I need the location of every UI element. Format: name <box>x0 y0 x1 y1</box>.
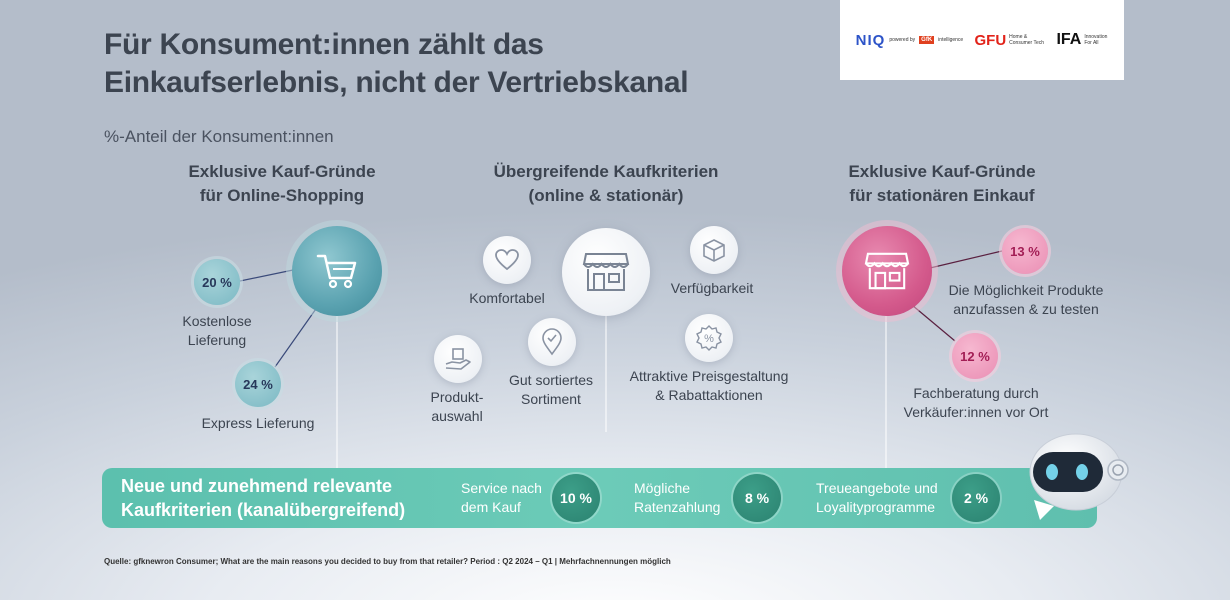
title-line-1: Für Konsument:innen zählt das <box>104 28 544 61</box>
label-line: Lieferung <box>187 332 247 348</box>
banner-label-service: Service nach dem Kauf <box>461 479 556 517</box>
label-line: Produkt- <box>430 389 484 405</box>
availability-circle <box>690 226 738 274</box>
label-consultation: Fachberatung durch Verkäufer:innen vor O… <box>894 384 1058 422</box>
label-product-choice: Produkt- auswahl <box>410 388 504 426</box>
robot-icon <box>1029 433 1129 520</box>
store-heading-line-2: für stationären Einkauf <box>849 186 1035 205</box>
label-comfort: Komfortabel <box>469 290 545 306</box>
label-line: Verkäufer:innen vor Ort <box>903 404 1049 420</box>
banner-label-installments: Mögliche Ratenzahlung <box>634 479 734 517</box>
online-cart-circle <box>292 226 382 316</box>
hand-box-icon <box>445 348 471 370</box>
online-heading-line-2: für Online-Shopping <box>199 186 365 205</box>
label-line: Gut sortiertes <box>508 372 594 388</box>
heart-icon <box>495 249 519 271</box>
assortment-circle <box>528 318 576 366</box>
common-store-circle <box>562 228 650 316</box>
store-value-badge: 13 % <box>1002 228 1048 274</box>
store-heading: Exklusive Kauf-Gründe für stationären Ei… <box>812 160 1072 208</box>
label-line: auswahl <box>431 408 483 424</box>
banner-title-line-1: Neue und zunehmend relevante <box>121 476 393 496</box>
label-assortment: Gut sortiertes Sortiment <box>486 371 616 409</box>
niq-logo-text: NIQ <box>855 31 886 49</box>
logo-bar: NIQ powered by GfK intelligence GFU Home… <box>840 0 1124 80</box>
box-icon <box>703 239 725 262</box>
online-value-badge: 24 % <box>235 361 281 407</box>
ifa-logo: IFA Innovation For All <box>1056 31 1108 49</box>
label-line: Service nach <box>461 480 542 496</box>
label-line: Ratenzahlung <box>634 499 721 515</box>
label-line: Attraktive Preisgestaltung <box>629 368 789 384</box>
label-line: Fachberatung durch <box>913 385 1039 401</box>
store-value-badge: 12 % <box>952 333 998 379</box>
banner-title: Neue und zunehmend relevante Kaufkriteri… <box>121 474 405 522</box>
niq-logo: NIQ powered by GfK intelligence <box>856 32 964 49</box>
pricing-circle: % <box>685 314 733 362</box>
online-heading: Exklusive Kauf-Gründe für Online-Shoppin… <box>162 160 402 208</box>
banner-value-badge: 2 % <box>952 474 1000 522</box>
label-availability: Verfügbarkeit <box>670 280 754 296</box>
online-heading-line-1: Exklusive Kauf-Gründe <box>188 162 376 181</box>
online-label-free-delivery: Kostenlose Lieferung <box>152 312 282 350</box>
common-heading-line-2: (online & stationär) <box>528 186 684 205</box>
online-label-express-delivery: Express Lieferung <box>201 415 315 431</box>
page-subtitle: %-Anteil der Konsument:innen <box>104 127 334 146</box>
svg-text:%: % <box>704 333 714 345</box>
label-line: Die Möglichkeit Produkte <box>948 282 1104 298</box>
source-note: Quelle: gfknewron Consumer; What are the… <box>104 557 671 566</box>
label-line: anzufassen & zu testen <box>953 301 1099 317</box>
store-shop-circle <box>842 226 932 316</box>
common-heading-line-1: Übergreifende Kaufkriterien <box>493 162 719 181</box>
label-line: Loyalityprogramme <box>816 499 936 515</box>
shopping-cart-icon <box>316 254 357 289</box>
title-line-2: Einkaufserlebnis, nicht der Vertriebskan… <box>104 66 689 99</box>
banner-title-line-2: Kaufkriterien (kanalübergreifend) <box>121 500 406 520</box>
location-pin-icon <box>542 328 562 356</box>
ifa-sub-text: Innovation For All <box>1084 34 1108 46</box>
label-line: Kostenlose <box>182 313 252 329</box>
label-line: Treueangebote und <box>816 480 938 496</box>
gfu-logo-text: GFU <box>974 31 1007 49</box>
banner-value-badge: 8 % <box>733 474 781 522</box>
comfort-circle <box>483 236 531 284</box>
percent-badge-icon: % <box>696 325 722 351</box>
label-line: Mögliche <box>634 480 691 496</box>
storefront-icon <box>582 253 630 291</box>
store-heading-line-1: Exklusive Kauf-Gründe <box>848 162 1036 181</box>
common-heading: Übergreifende Kaufkriterien (online & st… <box>466 160 746 208</box>
gfu-logo: GFU Home & Consumer Tech <box>974 32 1045 49</box>
page-title: Für Konsument:innen zählt das Einkaufser… <box>104 26 804 102</box>
gfk-logo-text: GfK <box>919 36 935 44</box>
label-line: dem Kauf <box>461 499 521 515</box>
niq-powered-text: powered by <box>889 37 916 43</box>
gfu-sub-text: Home & Consumer Tech <box>1009 34 1045 46</box>
label-line: & Rabattaktionen <box>655 387 763 403</box>
online-value-badge: 20 % <box>194 259 240 305</box>
label-pricing: Attraktive Preisgestaltung & Rabattaktio… <box>612 367 806 405</box>
label-line: Sortiment <box>521 391 581 407</box>
banner-label-loyalty: Treueangebote und Loyalityprogramme <box>816 479 950 517</box>
product-choice-circle <box>434 335 482 383</box>
ifa-logo-text: IFA <box>1056 31 1082 48</box>
banner-value-badge: 10 % <box>552 474 600 522</box>
niq-intelligence-text: intelligence <box>938 37 964 43</box>
storefront-icon <box>864 252 910 290</box>
label-touch-test: Die Möglichkeit Produkte anzufassen & zu… <box>938 281 1114 319</box>
